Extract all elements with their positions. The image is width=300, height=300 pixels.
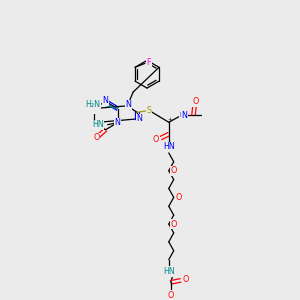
Text: HN: HN — [163, 142, 175, 152]
Text: H₂N: H₂N — [86, 100, 101, 109]
Text: N: N — [103, 96, 109, 105]
Text: N: N — [125, 100, 131, 109]
Text: O: O — [192, 97, 199, 106]
Text: N: N — [182, 111, 188, 120]
Text: HN: HN — [163, 267, 175, 276]
Text: N: N — [115, 118, 120, 127]
Text: H: H — [179, 112, 184, 118]
Text: O: O — [170, 220, 177, 229]
Text: N: N — [136, 114, 142, 123]
Text: O: O — [176, 193, 182, 202]
Text: S: S — [146, 106, 152, 115]
Text: HN: HN — [92, 120, 104, 129]
Text: +: + — [167, 117, 172, 122]
Text: O: O — [93, 133, 100, 142]
Text: O: O — [170, 166, 177, 175]
Text: O: O — [168, 291, 174, 300]
Text: F: F — [147, 58, 151, 67]
Text: O: O — [153, 135, 159, 144]
Text: O: O — [182, 275, 189, 284]
